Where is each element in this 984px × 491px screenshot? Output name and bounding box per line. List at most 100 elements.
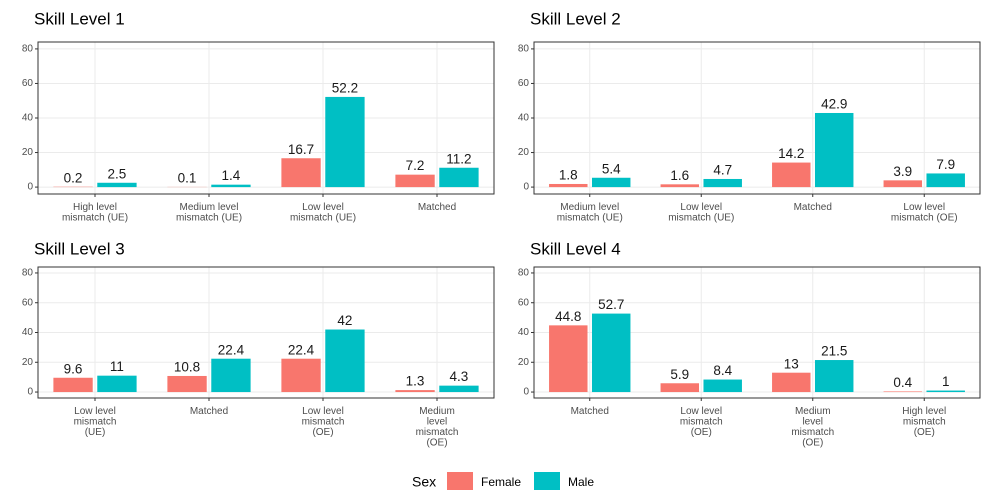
data-label: 14.2: [778, 146, 804, 161]
bar: Female: [281, 158, 321, 188]
data-label: 16.7: [288, 142, 314, 157]
data-label: 52.2: [332, 80, 358, 95]
data-label: 9.6: [64, 361, 83, 376]
y-tick-label: 80: [22, 268, 34, 279]
x-tick-label: Matched: [794, 202, 832, 213]
chart-title: Skill Level 1: [34, 9, 125, 28]
x-tick-label: Low level mismatch (UE): [290, 202, 356, 224]
bar: Female: [395, 174, 435, 188]
data-label: 42: [337, 313, 352, 328]
plot-border: [37, 41, 495, 195]
data-label: 1.3: [406, 374, 425, 389]
y-tick-label: 80: [518, 44, 530, 55]
y-tick-label: 0: [27, 182, 33, 193]
data-label: 3.9: [893, 164, 912, 179]
y-tick-label: 40: [518, 113, 530, 124]
y-tick-label: 20: [22, 147, 34, 158]
y-tick-label: 60: [22, 297, 34, 308]
bar: Female: [167, 375, 207, 393]
y-tick-label: 40: [22, 327, 34, 338]
data-label: 22.4: [218, 342, 245, 357]
data-label: 7.9: [936, 157, 955, 172]
y-tick-label: 0: [523, 387, 529, 398]
bar: Female: [53, 377, 93, 393]
legend-swatch: [534, 472, 560, 490]
x-tick-label: Low level mismatch (UE): [74, 406, 117, 438]
bar: Male: [814, 360, 854, 393]
data-label: 1: [942, 374, 950, 389]
bar: Male: [439, 167, 479, 188]
legend-title: Sex: [412, 474, 436, 490]
data-label: 7.2: [406, 158, 425, 173]
x-tick-label: Matched: [190, 406, 228, 417]
data-label: 0.2: [64, 170, 83, 185]
chart-title: Skill Level 4: [530, 239, 621, 258]
y-tick-label: 40: [518, 327, 530, 338]
bar: Male: [211, 358, 251, 393]
y-tick-label: 20: [518, 147, 530, 158]
x-tick-label: Medium level mismatch (UE): [176, 202, 242, 224]
data-label: 21.5: [821, 344, 847, 359]
data-label: 52.7: [598, 297, 624, 312]
data-label: 4.7: [713, 163, 732, 178]
data-label: 44.8: [555, 309, 581, 324]
x-tick-label: Low level mismatch (OE): [680, 406, 723, 438]
plot-border: [533, 41, 981, 195]
bar: Male: [591, 177, 631, 188]
bar: Female: [772, 372, 811, 393]
legend-label: Female: [481, 475, 521, 489]
y-tick-label: 60: [518, 297, 530, 308]
data-label: 5.9: [670, 367, 689, 382]
x-tick-label: Medium level mismatch (OE): [791, 406, 834, 449]
bar: Female: [660, 383, 700, 393]
chart-title: Skill Level 2: [530, 9, 621, 28]
x-tick-label: Matched: [571, 406, 609, 417]
y-tick-label: 20: [518, 357, 530, 368]
data-label: 5.4: [602, 161, 621, 176]
bar: Male: [926, 173, 965, 188]
bar: Female: [549, 325, 588, 393]
data-label: 11.2: [446, 151, 471, 166]
bar: Male: [325, 96, 365, 188]
bar: Male: [703, 178, 742, 188]
bar: Female: [395, 390, 435, 393]
bar: Male: [211, 184, 251, 188]
bar: Male: [926, 390, 965, 393]
bar: Female: [549, 183, 588, 188]
legend-swatch: [447, 472, 473, 490]
bar: Male: [703, 379, 742, 393]
bar: Male: [325, 329, 365, 393]
data-label: 0.4: [893, 375, 912, 390]
legend-label: Male: [568, 475, 594, 489]
plot-border: [37, 266, 495, 399]
y-tick-label: 80: [22, 44, 34, 55]
bar: Female: [660, 184, 700, 188]
data-label: 1.6: [670, 168, 689, 183]
data-label: 22.4: [288, 342, 315, 357]
y-tick-label: 60: [518, 78, 530, 89]
y-tick-label: 60: [22, 78, 34, 89]
x-tick-label: High level mismatch (OE): [902, 406, 946, 438]
data-label: 2.5: [108, 166, 127, 181]
bar: Male: [814, 112, 854, 188]
bar: Male: [439, 385, 479, 393]
x-tick-label: Matched: [418, 202, 456, 213]
bar: Male: [97, 182, 137, 188]
x-tick-label: Low level mismatch (OE): [302, 406, 345, 438]
y-tick-label: 0: [523, 182, 529, 193]
data-label: 1.4: [222, 168, 241, 183]
data-label: 0.1: [178, 170, 197, 185]
data-label: 13: [784, 356, 799, 371]
bar: Male: [97, 375, 137, 393]
y-tick-label: 40: [22, 113, 34, 124]
bar: Female: [772, 162, 811, 188]
bar: Female: [883, 180, 923, 188]
data-label: 10.8: [174, 360, 200, 375]
bar: Male: [591, 313, 631, 393]
x-tick-label: Medium level mismatch (OE): [416, 406, 459, 449]
x-tick-label: Low level mismatch (UE): [668, 202, 734, 224]
data-label: 8.4: [713, 363, 732, 378]
data-label: 42.9: [821, 97, 847, 112]
